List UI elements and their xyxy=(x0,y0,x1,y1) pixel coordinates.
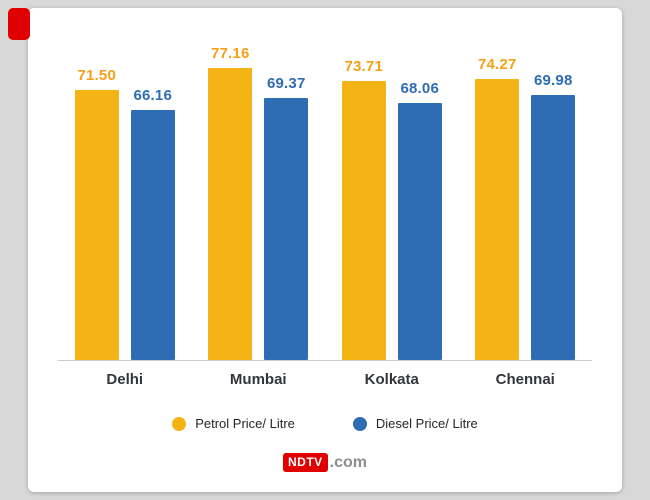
diesel-bar xyxy=(130,109,175,360)
diesel-bar-column: 69.37 xyxy=(264,74,309,360)
petrol-bar-column: 71.50 xyxy=(74,66,119,360)
petrol-value-label: 77.16 xyxy=(210,45,250,63)
diesel-value-label: 68.06 xyxy=(400,79,440,97)
ndtv-suffix: .com xyxy=(329,453,367,471)
legend: Petrol Price/ Litre Diesel Price/ Litre xyxy=(28,416,622,431)
petrol-bar xyxy=(475,79,520,360)
category-labels: Delhi Mumbai Kolkata Chennai xyxy=(58,361,592,388)
diesel-bar-column: 68.06 xyxy=(397,79,442,360)
diesel-bar-column: 66.16 xyxy=(130,86,175,360)
diesel-bar xyxy=(264,97,309,360)
diesel-value-label: 69.98 xyxy=(533,72,573,90)
diesel-legend-label: Diesel Price/ Litre xyxy=(375,416,478,431)
petrol-bar xyxy=(341,81,386,360)
petrol-value-label: 74.27 xyxy=(477,56,517,74)
petrol-bar-column: 73.71 xyxy=(341,58,386,360)
legend-item-petrol: Petrol Price/ Litre xyxy=(172,416,295,431)
category-label: Kolkata xyxy=(364,371,419,388)
category-label: Delhi xyxy=(106,371,144,388)
bar-group: 74.27 69.98 xyxy=(475,56,576,360)
petrol-bar-column: 74.27 xyxy=(475,56,520,360)
diesel-legend-dot-icon xyxy=(352,416,367,431)
petrol-bar-column: 77.16 xyxy=(208,45,253,360)
petrol-value-label: 73.71 xyxy=(344,58,384,76)
red-corner-tab xyxy=(8,8,30,40)
petrol-value-label: 71.50 xyxy=(77,66,117,84)
category-label: Chennai xyxy=(495,371,555,388)
bar-group: 71.50 66.16 xyxy=(74,66,175,360)
ndtv-logo: NDTV xyxy=(282,453,328,472)
petrol-bar xyxy=(74,89,119,360)
petrol-legend-label: Petrol Price/ Litre xyxy=(195,416,295,431)
petrol-bar xyxy=(208,68,253,360)
chart-card: 71.50 66.16 77.16 69.37 73.71 68.06 74.27 69.98… xyxy=(28,8,622,492)
bar-group: 77.16 69.37 xyxy=(208,45,309,360)
plot-area: 71.50 66.16 77.16 69.37 73.71 68.06 74.27 69.98 xyxy=(58,38,592,361)
diesel-bar xyxy=(397,102,442,360)
diesel-bar-column: 69.98 xyxy=(531,72,576,360)
petrol-legend-dot-icon xyxy=(172,416,187,431)
bar-group: 73.71 68.06 xyxy=(341,58,442,360)
legend-item-diesel: Diesel Price/ Litre xyxy=(352,416,478,431)
diesel-bar xyxy=(531,95,576,360)
diesel-value-label: 66.16 xyxy=(133,86,173,104)
diesel-value-label: 69.37 xyxy=(266,74,306,92)
brand-footer: NDTV .com xyxy=(28,453,622,472)
category-label: Mumbai xyxy=(229,371,287,388)
